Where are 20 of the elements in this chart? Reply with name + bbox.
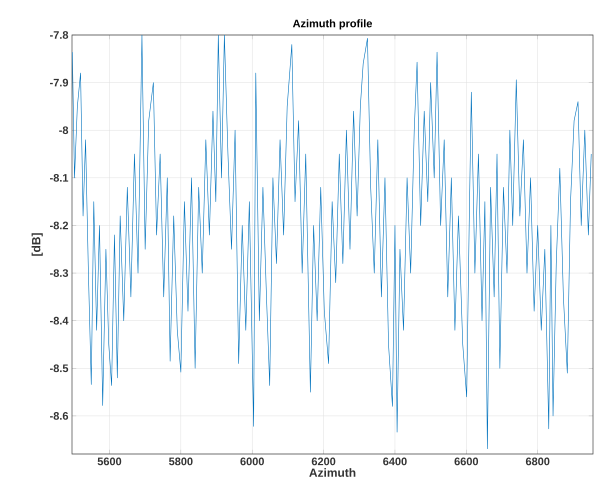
y-tick-label: -8.2 bbox=[50, 222, 68, 230]
y-tick-label: -7.8 bbox=[50, 31, 68, 39]
line-series bbox=[72, 34, 592, 450]
x-tick-label: 5800 bbox=[168, 458, 193, 466]
y-axis-title: [dB] bbox=[32, 233, 43, 256]
x-tick-label: 6400 bbox=[383, 458, 407, 466]
x-tick-label: 6600 bbox=[454, 458, 478, 466]
y-tick-label: -8 bbox=[59, 126, 68, 134]
y-tick-label: -8.3 bbox=[50, 269, 68, 277]
x-tick-label: 5600 bbox=[98, 458, 122, 466]
x-tick-label: 6000 bbox=[240, 458, 264, 466]
y-tick-label: -8.5 bbox=[50, 364, 68, 372]
x-axis-title: Azimuth bbox=[309, 468, 356, 477]
x-tick-label: 6800 bbox=[526, 458, 550, 466]
y-tick-label: -7.9 bbox=[50, 78, 68, 86]
x-tick-label: 6200 bbox=[312, 458, 336, 466]
y-tick-label: -8.1 bbox=[50, 174, 68, 182]
chart-title: Azimuth profile bbox=[292, 19, 372, 30]
y-tick-label: -8.6 bbox=[50, 412, 68, 420]
y-tick-label: -8.4 bbox=[50, 316, 68, 325]
